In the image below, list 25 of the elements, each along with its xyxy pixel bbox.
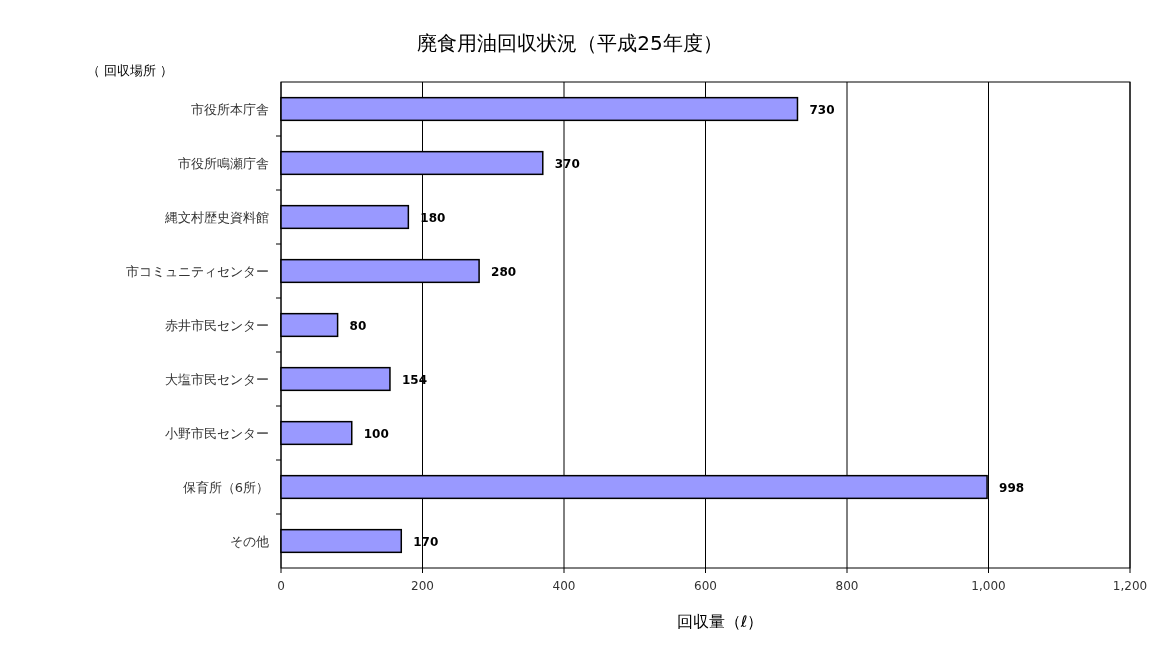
data-label: 370 — [554, 157, 580, 171]
x-axis-title: 回収量（ℓ） — [676, 612, 764, 631]
x-tick-label: 1,000 — [971, 579, 1006, 593]
x-tick-label: 800 — [835, 579, 859, 593]
data-label: 80 — [349, 319, 367, 333]
x-tick-label: 200 — [411, 579, 434, 593]
y-tick-label: 市役所本庁舎 — [191, 102, 269, 117]
data-label: 730 — [809, 103, 835, 117]
y-axis-title: （ 回収場所 ） — [86, 63, 174, 78]
y-tick-label: 市役所鳴瀬庁舎 — [178, 156, 269, 171]
x-tick-label: 600 — [694, 579, 717, 593]
y-tick-label: 保育所（6所） — [182, 480, 269, 495]
x-tick-label: 0 — [277, 579, 285, 593]
chart-title: 廃食用油回収状況（平成25年度） — [417, 31, 723, 55]
data-label: 998 — [999, 481, 1025, 495]
y-tick-label: その他 — [230, 534, 269, 549]
data-label: 100 — [363, 427, 389, 441]
y-tick-label: 市コミュニティセンター — [126, 264, 269, 279]
y-tick-label: 小野市民センター — [165, 426, 269, 441]
x-tick-label: 1,200 — [1112, 579, 1148, 593]
y-tick-label: 大塩市民センター — [165, 372, 269, 387]
x-tick-label: 400 — [552, 579, 576, 593]
data-label: 280 — [491, 265, 517, 279]
y-tick-label: 赤井市民センター — [165, 318, 269, 333]
y-tick-label: 縄文村歴史資料館 — [164, 210, 269, 225]
